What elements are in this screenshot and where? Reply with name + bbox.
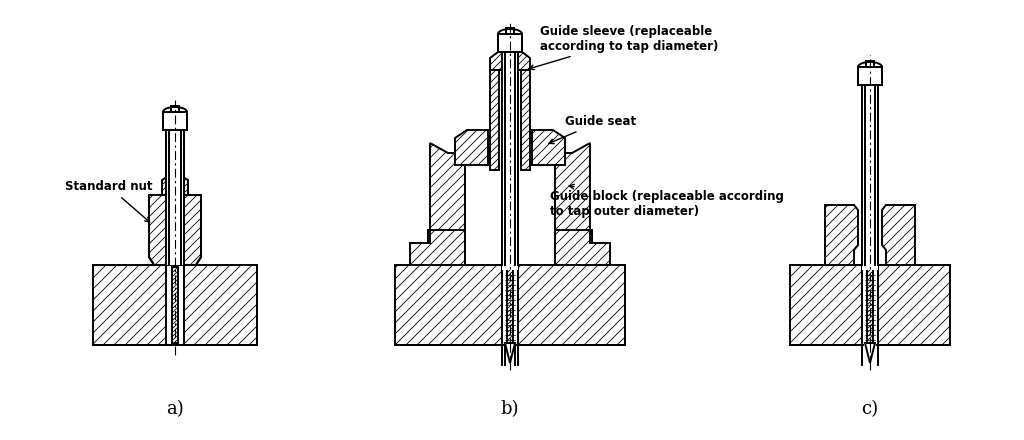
Polygon shape bbox=[93, 265, 166, 345]
Text: c): c) bbox=[861, 400, 879, 418]
Polygon shape bbox=[507, 267, 513, 343]
Polygon shape bbox=[521, 70, 530, 170]
Polygon shape bbox=[180, 177, 188, 195]
Bar bbox=[862, 75, 878, 270]
Bar bbox=[502, 32, 518, 270]
Bar bbox=[171, 106, 179, 112]
Polygon shape bbox=[865, 343, 874, 363]
Polygon shape bbox=[428, 143, 475, 243]
Polygon shape bbox=[532, 130, 565, 165]
Text: Guide block (replaceable according
to tap outer diameter): Guide block (replaceable according to ta… bbox=[550, 184, 784, 218]
Polygon shape bbox=[825, 205, 858, 265]
Bar bbox=[181, 130, 184, 265]
Text: b): b) bbox=[501, 400, 519, 418]
Polygon shape bbox=[184, 265, 257, 345]
Polygon shape bbox=[867, 267, 873, 343]
Polygon shape bbox=[455, 130, 488, 165]
Polygon shape bbox=[184, 195, 201, 265]
Bar bbox=[864, 343, 876, 365]
Text: Standard nut: Standard nut bbox=[65, 180, 153, 222]
Bar bbox=[506, 28, 514, 34]
Polygon shape bbox=[505, 343, 515, 363]
Polygon shape bbox=[490, 70, 499, 170]
Bar bbox=[866, 61, 874, 67]
Polygon shape bbox=[882, 205, 915, 265]
Bar bbox=[166, 175, 184, 265]
Polygon shape bbox=[790, 265, 862, 345]
Polygon shape bbox=[878, 265, 950, 345]
Polygon shape bbox=[490, 52, 530, 70]
Bar bbox=[498, 34, 522, 52]
Polygon shape bbox=[162, 177, 170, 195]
Bar bbox=[169, 130, 181, 265]
Bar bbox=[163, 112, 187, 130]
Polygon shape bbox=[150, 195, 166, 265]
Bar bbox=[166, 130, 169, 265]
Bar bbox=[504, 343, 516, 365]
Polygon shape bbox=[410, 230, 465, 265]
Text: Guide sleeve (replaceable
according to tap diameter): Guide sleeve (replaceable according to t… bbox=[529, 25, 719, 70]
Polygon shape bbox=[172, 267, 178, 343]
Text: Guide seat: Guide seat bbox=[549, 115, 636, 143]
Polygon shape bbox=[395, 265, 502, 345]
Polygon shape bbox=[545, 143, 592, 243]
Bar bbox=[858, 67, 882, 85]
Polygon shape bbox=[518, 265, 625, 345]
Polygon shape bbox=[555, 230, 610, 265]
Text: a): a) bbox=[166, 400, 184, 418]
